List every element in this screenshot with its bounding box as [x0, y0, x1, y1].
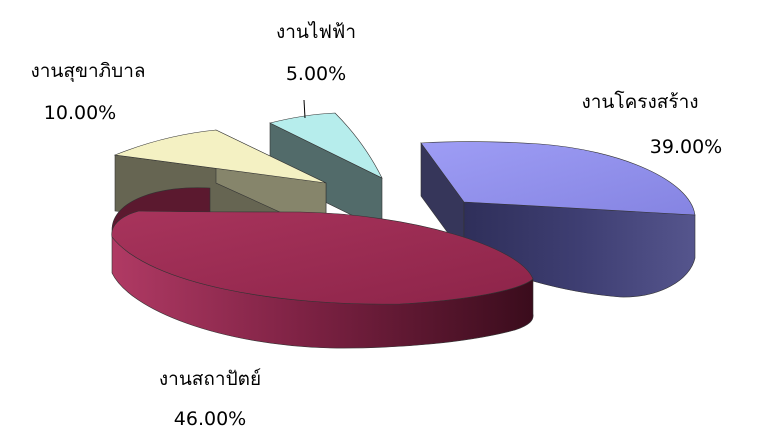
value-label-architecture: 46.00%	[174, 408, 246, 430]
category-label-electrical: งานไฟฟ้า	[276, 21, 356, 43]
slice-top-electrical	[269, 112, 383, 179]
category-label-structure: งานโครงสร้าง	[581, 90, 698, 113]
category-label-architecture: งานสถาปัตย์	[159, 368, 261, 390]
slice-top-structure	[420, 141, 696, 216]
pie-slice-architecture	[111, 187, 534, 349]
slice-top-architecture	[111, 210, 534, 305]
data-labels: งานโครงสร้าง 39.00% งานสถาปัตย์ 46.00% ง…	[30, 21, 722, 430]
category-label-sanitation: งานสุขาภิบาล	[30, 60, 145, 83]
value-label-sanitation: 10.00%	[44, 102, 116, 124]
value-label-structure: 39.00%	[650, 136, 722, 158]
value-label-electrical: 5.00%	[286, 63, 346, 85]
leader-line-electrical	[303, 99, 306, 119]
slice-top-sanitation	[113, 129, 327, 184]
